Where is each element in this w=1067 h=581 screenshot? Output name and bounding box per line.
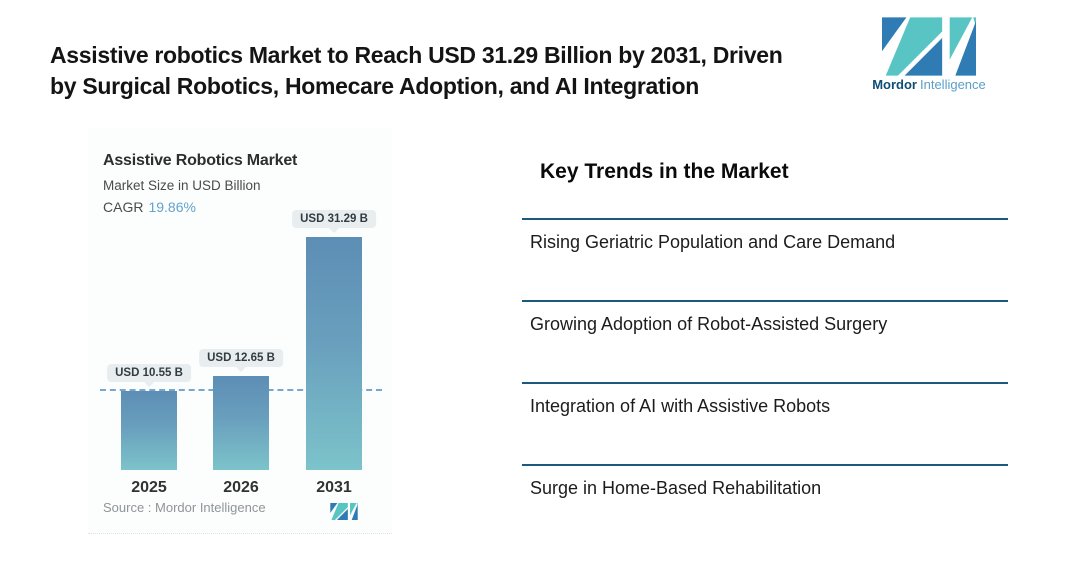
brand-name-primary: Mordor bbox=[872, 77, 917, 92]
trends-heading: Key Trends in the Market bbox=[540, 160, 789, 183]
brand-name-secondary: Intelligence bbox=[920, 77, 986, 92]
trend-item-surgery: Growing Adoption of Robot-Assisted Surge… bbox=[522, 300, 1008, 382]
page-title: Assistive robotics Market to Reach USD 3… bbox=[50, 40, 783, 102]
mordor-logo-icon bbox=[882, 17, 976, 76]
cagr-label: CAGR bbox=[103, 199, 144, 215]
brand-logo: Mordor Intelligence bbox=[866, 17, 992, 92]
axis-label-2026: 2026 bbox=[223, 479, 259, 496]
chart-subtitle: Market Size in USD Billion bbox=[103, 178, 261, 193]
trend-item-homecare: Surge in Home-Based Rehabilitation bbox=[522, 464, 1008, 546]
chart-cagr: CAGR 19.86% bbox=[103, 199, 196, 215]
key-trends-panel: Key Trends in the Market Rising Geriatri… bbox=[522, 158, 1008, 546]
cagr-value: 19.86% bbox=[148, 199, 196, 215]
value-badge-2026: USD 12.65 B bbox=[199, 349, 283, 372]
axis-label-2031: 2031 bbox=[316, 479, 352, 496]
bar-group-2031: USD 31.29 B 2031 bbox=[292, 208, 376, 496]
bar-2026 bbox=[213, 376, 269, 470]
source-note: Source : Mordor Intelligence bbox=[103, 500, 266, 515]
bar-2025 bbox=[121, 391, 177, 470]
page-title-line2: by Surgical Robotics, Homecare Adoption,… bbox=[50, 73, 699, 99]
axis-label-2025: 2025 bbox=[131, 479, 167, 496]
bar-chart: USD 10.55 B 2025 USD 12.65 B 2026 USD 31… bbox=[100, 208, 382, 496]
brand-name: Mordor Intelligence bbox=[866, 77, 992, 92]
market-chart-card: Assistive Robotics Market Market Size in… bbox=[88, 128, 392, 534]
value-badge-2031: USD 31.29 B bbox=[292, 210, 376, 233]
trend-item-geriatric: Rising Geriatric Population and Care Dem… bbox=[522, 218, 1008, 300]
chart-title: Assistive Robotics Market bbox=[103, 152, 298, 169]
mordor-logo-mini-icon bbox=[330, 503, 358, 520]
bar-group-2026: USD 12.65 B 2026 bbox=[199, 208, 283, 496]
bar-group-2025: USD 10.55 B 2025 bbox=[107, 208, 191, 496]
bar-2031 bbox=[306, 237, 362, 470]
page-title-line1: Assistive robotics Market to Reach USD 3… bbox=[50, 42, 783, 68]
trend-item-ai: Integration of AI with Assistive Robots bbox=[522, 382, 1008, 464]
value-badge-2025: USD 10.55 B bbox=[107, 364, 191, 387]
